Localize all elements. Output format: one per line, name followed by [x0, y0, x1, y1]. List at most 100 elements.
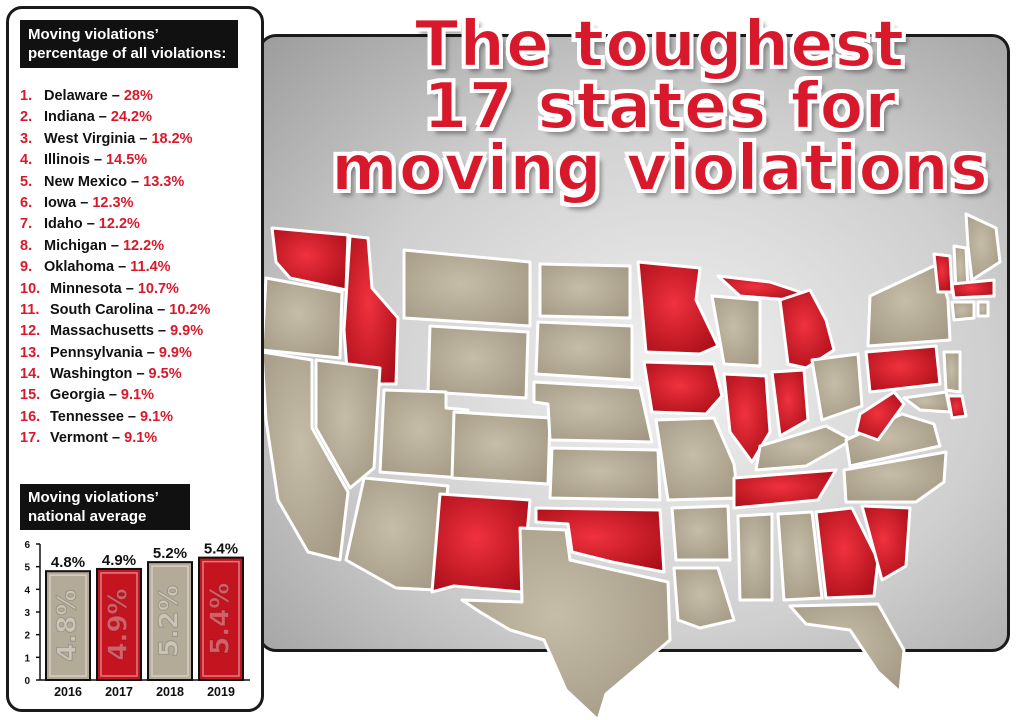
y-tick-label: 0 — [24, 676, 30, 687]
ranking-percentage: 28% — [123, 88, 153, 104]
state-georgia — [814, 506, 880, 600]
ranking-number: 11. — [20, 301, 40, 318]
ranking-percentage: 18.2% — [151, 130, 193, 147]
ranking-dash: – — [153, 323, 171, 340]
ranking-state: Minnesota — [50, 280, 122, 297]
state-utah — [378, 388, 470, 480]
headline: The toughest 17 states for moving violat… — [300, 12, 1020, 202]
state-tennessee — [732, 468, 838, 510]
state-texas — [460, 526, 672, 720]
ranking-number: 15. — [20, 387, 41, 404]
ranking-dash: – — [82, 216, 99, 233]
state-west-virginia — [854, 390, 906, 442]
ranking-number: 17. — [20, 430, 41, 447]
ranking-number: 10. — [20, 280, 41, 297]
state-nebraska — [532, 380, 654, 444]
ranking-percentage: 9.1% — [140, 408, 174, 425]
ranking-number: 14. — [20, 366, 41, 383]
ranking-dash: – — [94, 109, 111, 126]
ranking-state: Oklahoma — [44, 259, 115, 276]
ranking-percentage: 12.3% — [92, 194, 134, 211]
state-idaho — [342, 234, 400, 386]
y-tick-label: 6 — [24, 540, 30, 551]
state-wisconsin — [710, 294, 762, 368]
headline-line-2: 17 states for — [422, 70, 897, 144]
ranking-number: 6. — [20, 194, 33, 211]
ranking-heading-line-2: percentage of all violations: — [28, 45, 227, 62]
state-new-york — [866, 262, 952, 348]
state-nevada — [314, 358, 382, 490]
bar-inner-bevel — [100, 572, 138, 677]
ranking-item: 9. Oklahoma – 11.4% — [20, 257, 210, 278]
ranking-item: 4. Illinois – 14.5% — [20, 150, 210, 171]
ranking-item: 7. Idaho – 12.2% — [20, 214, 210, 235]
state-maryland — [902, 390, 952, 414]
ranking-item: 14. Washington – 9.5% — [20, 364, 210, 385]
ranking-item: 5. New Mexico – 13.3% — [20, 172, 210, 193]
ranking-state: New Mexico — [44, 173, 127, 190]
ranking-heading: Moving violations’ percentage of all vio… — [20, 20, 238, 68]
ranking-state: Washington — [50, 366, 133, 383]
average-heading-line-2: national average — [28, 508, 147, 525]
state-washington — [270, 226, 350, 292]
state-arizona — [344, 476, 450, 592]
ranking-heading-line-1: Moving violations’ — [28, 26, 159, 43]
state-kentucky — [754, 424, 854, 472]
ranking-item: 11. South Carolina – 10.2% — [20, 300, 210, 321]
state-north-carolina — [842, 450, 948, 504]
ranking-dash: – — [153, 301, 170, 318]
average-heading: Moving violations’ national average — [20, 484, 190, 530]
ranking-state: Georgia — [50, 387, 105, 404]
y-tick-label: 5 — [24, 563, 30, 574]
state-wyoming — [426, 324, 530, 400]
ranking-percentage: 9.9% — [158, 344, 192, 361]
state-louisiana — [672, 566, 736, 630]
bar-inner-bevel — [49, 574, 87, 677]
bar-inner-label: 5.4% — [206, 583, 236, 655]
ranking-number: 9. — [20, 259, 33, 276]
bar-value-label: 4.9% — [102, 552, 136, 569]
bar-inner-label: 5.2% — [155, 585, 185, 657]
ranking-dash: – — [127, 173, 144, 190]
state-iowa — [642, 360, 724, 416]
ranking-dash: – — [132, 366, 149, 383]
ranking-state: Delaware — [44, 88, 108, 104]
state-new-jersey — [942, 350, 962, 394]
bar-inner-label: 4.8% — [53, 590, 83, 662]
state-alabama — [776, 510, 824, 602]
ranking-number: 2. — [20, 109, 33, 126]
state-massachusetts — [950, 278, 996, 300]
ranking-dash: – — [89, 152, 107, 169]
ranking-state: Illinois — [44, 152, 90, 169]
state-oklahoma — [534, 506, 666, 574]
ranking-number: 4. — [20, 152, 33, 169]
state-rhode-island — [976, 300, 990, 318]
state-colorado — [450, 410, 552, 486]
ranking-state: Pennsylvania — [50, 344, 143, 361]
y-tick-label: 1 — [24, 653, 30, 664]
ranking-dash: – — [76, 194, 93, 211]
state-pennsylvania — [864, 344, 942, 394]
state-florida — [788, 602, 906, 694]
ranking-state: South Carolina — [50, 301, 154, 318]
ranking-percentage: 10.2% — [169, 301, 211, 318]
ranking-state: Massachusetts — [50, 323, 154, 340]
ranking-state: Tennessee — [50, 408, 124, 425]
state-arkansas — [670, 504, 732, 562]
state-kansas — [548, 446, 662, 502]
ranking-dash: – — [114, 259, 131, 276]
ranking-percentage: 10.7% — [137, 280, 179, 297]
ranking-number: 13. — [20, 344, 41, 361]
ranking-number: 7. — [20, 216, 33, 233]
ranking-number: 3. — [20, 130, 33, 147]
ranking-state: West Virginia — [44, 130, 136, 147]
ranking-percentage: 9.1% — [124, 430, 158, 447]
ranking-dash: – — [108, 430, 125, 447]
ranking-item: 13. Pennsylvania – 9.9% — [20, 343, 210, 364]
ranking-number: 16. — [20, 408, 41, 425]
state-new-mexico — [430, 492, 532, 594]
state-south-dakota — [534, 320, 634, 382]
ranking-state: Vermont — [50, 430, 109, 447]
bar-value-label: 5.4% — [204, 541, 238, 558]
